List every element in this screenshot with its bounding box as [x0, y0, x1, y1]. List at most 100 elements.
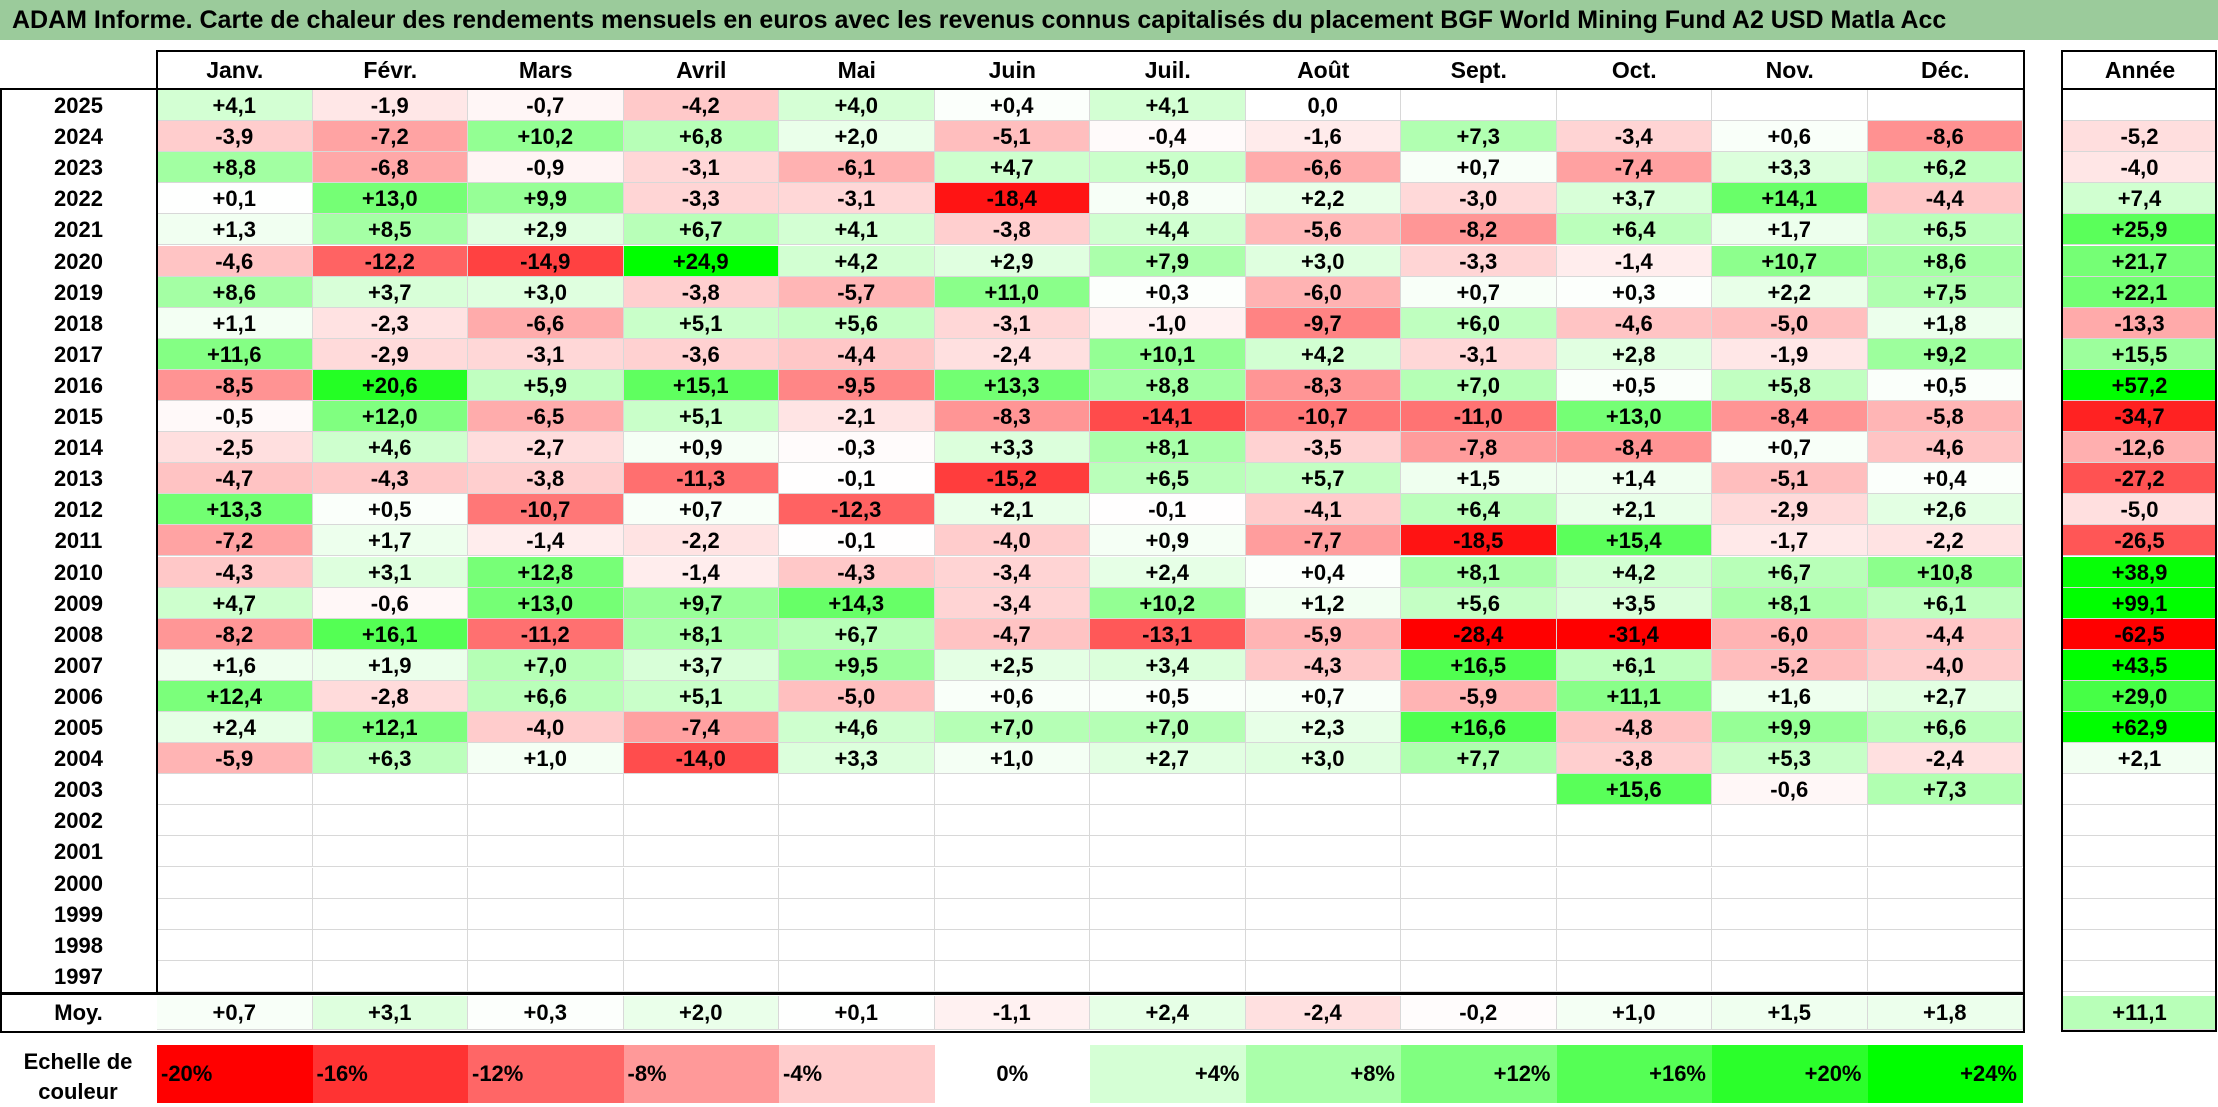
year-label: 2017: [54, 341, 103, 367]
heatmap-cell: +2,2: [1712, 276, 1868, 308]
heatmap-cell: -14,0: [623, 743, 779, 775]
heatmap-cell: +0,7: [1245, 680, 1401, 712]
heatmap-cell: +5,7: [1245, 463, 1401, 495]
heatmap-cell: +4,7: [157, 587, 313, 619]
heatmap-cell: +15,1: [623, 369, 779, 401]
heatmap-cell: [779, 960, 935, 992]
color-scale-swatch: +24%: [1867, 1045, 2023, 1103]
heatmap-cell: +4,2: [779, 245, 935, 277]
heatmap-cell: +1,3: [157, 214, 313, 246]
heatmap-cell: -8,4: [1556, 432, 1712, 464]
heatmap-cell: +8,1: [623, 618, 779, 650]
heatmap-cell: -0,9: [468, 152, 624, 184]
heatmap-cell: +0,5: [1556, 369, 1712, 401]
heatmap-cell: -4,3: [779, 556, 935, 588]
heatmap-cell: +0,5: [1867, 369, 2023, 401]
average-cell: -2,4: [1245, 996, 1401, 1030]
year-total-cell: [2063, 774, 2217, 806]
heatmap-cell: +0,7: [1401, 276, 1557, 308]
color-scale-swatch: -4%: [779, 1045, 935, 1103]
heatmap-cell: +7,0: [1401, 369, 1557, 401]
heatmap-cell: -3,4: [934, 587, 1090, 619]
heatmap-cell: [1867, 836, 2023, 868]
heatmap-cell: +5,6: [1401, 587, 1557, 619]
heatmap-cell: [623, 774, 779, 806]
heatmap-cell: [157, 836, 313, 868]
heatmap-cell: -3,1: [779, 183, 935, 215]
heatmap-cell: +8,6: [157, 276, 313, 308]
color-scale-swatch: +8%: [1245, 1045, 1401, 1103]
heatmap-cell: -4,3: [1245, 649, 1401, 681]
heatmap-cell: +20,6: [312, 369, 468, 401]
heatmap-cell: -28,4: [1401, 618, 1557, 650]
heatmap-cell: +0,9: [1090, 525, 1246, 557]
heatmap-cell: -0,1: [1090, 494, 1246, 526]
heatmap-cell: [1245, 960, 1401, 992]
heatmap-cell: -5,9: [1245, 618, 1401, 650]
heatmap-cell: +0,6: [934, 680, 1090, 712]
year-label: 1999: [54, 901, 103, 927]
heatmap-cell: +2,7: [1867, 680, 2023, 712]
heatmap-cell: +4,6: [779, 712, 935, 744]
year-label: 2019: [54, 279, 103, 305]
year-total-cell: +57,2: [2063, 369, 2217, 401]
heatmap-cell: -4,2: [623, 90, 779, 122]
heatmap-cell: -14,1: [1090, 401, 1246, 433]
heatmap-cell: +4,2: [1245, 338, 1401, 370]
heatmap-cell: +0,5: [1090, 680, 1246, 712]
heatmap-cell: [1712, 867, 1868, 899]
heatmap-cell: [157, 898, 313, 930]
heatmap-cell: +3,0: [1245, 743, 1401, 775]
heatmap-cell: [312, 929, 468, 961]
heatmap-cell: -5,1: [1712, 463, 1868, 495]
year-total-cell: +2,1: [2063, 743, 2217, 775]
heatmap-cell: +8,6: [1867, 245, 2023, 277]
heatmap-cell: -3,8: [934, 214, 1090, 246]
heatmap-cell: -6,6: [1245, 152, 1401, 184]
heatmap-cell: +1,7: [312, 525, 468, 557]
heatmap-cell: +3,0: [468, 276, 624, 308]
heatmap-cell: +5,0: [1090, 152, 1246, 184]
heatmap-cell: +6,7: [779, 618, 935, 650]
heatmap-cell: [1401, 774, 1557, 806]
year-label: 2004: [54, 746, 103, 772]
heatmap-cell: [468, 867, 624, 899]
heatmap-cell: +4,1: [779, 214, 935, 246]
year-total-cell: [2063, 960, 2217, 992]
heatmap-cell: +0,4: [1867, 463, 2023, 495]
heatmap-cell: -3,8: [1556, 743, 1712, 775]
average-cell: -1,1: [934, 996, 1090, 1030]
heatmap-cell: -3,1: [1401, 338, 1557, 370]
heatmap-cell: -1,6: [1245, 121, 1401, 153]
heatmap-cell: [157, 774, 313, 806]
heatmap-cell: -7,8: [1401, 432, 1557, 464]
heatmap-cell: [1712, 898, 1868, 930]
heatmap-cell: -4,1: [1245, 494, 1401, 526]
heatmap-cell: +5,8: [1712, 369, 1868, 401]
heatmap-cell: -3,1: [623, 152, 779, 184]
heatmap-cell: [312, 867, 468, 899]
heatmap-cell: +4,4: [1090, 214, 1246, 246]
heatmap-cell: +3,3: [1712, 152, 1868, 184]
heatmap-cell: [1401, 960, 1557, 992]
heatmap-cell: -5,7: [779, 276, 935, 308]
heatmap-cell: +0,1: [157, 183, 313, 215]
heatmap-cell: +6,8: [623, 121, 779, 153]
heatmap-cell: -4,3: [312, 463, 468, 495]
heatmap-cell: +24,9: [623, 245, 779, 277]
heatmap-cell: -7,2: [312, 121, 468, 153]
heatmap-cell: +6,4: [1401, 494, 1557, 526]
heatmap-cell: [1401, 805, 1557, 837]
color-scale-swatch: +16%: [1556, 1045, 1712, 1103]
heatmap-cell: -1,9: [312, 90, 468, 122]
color-scale-swatch: -8%: [623, 1045, 779, 1103]
heatmap-cell: +7,0: [934, 712, 1090, 744]
heatmap-cell: +6,6: [1867, 712, 2023, 744]
heatmap-cell: +0,3: [1090, 276, 1246, 308]
year-total-cell: -13,3: [2063, 307, 2217, 339]
heatmap-cell: -0,7: [468, 90, 624, 122]
heatmap-cell: +1,9: [312, 649, 468, 681]
year-label: 1998: [54, 932, 103, 958]
heatmap-cell: +3,3: [934, 432, 1090, 464]
heatmap-cell: +15,6: [1556, 774, 1712, 806]
